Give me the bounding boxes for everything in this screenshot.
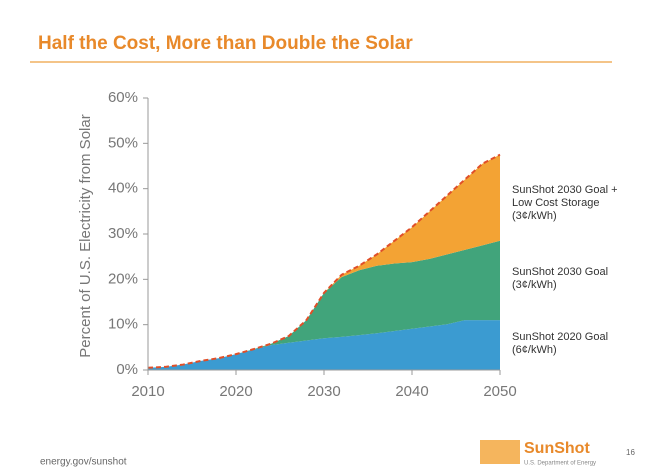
footer-url: energy.gov/sunshot xyxy=(40,457,127,468)
chart-title: Half the Cost, More than Double the Sola… xyxy=(38,33,413,54)
y-axis-label: Percent of U.S. Electricity from Solar xyxy=(77,114,94,357)
legend-label: SunShot 2030 Goal + Low Cost Storage (3¢… xyxy=(512,183,618,222)
y-tick-label: 60% xyxy=(108,89,138,106)
x-tick-label: 2040 xyxy=(395,383,428,400)
y-tick-label: 10% xyxy=(108,316,138,333)
legend-label: SunShot 2030 Goal (3¢/kWh) xyxy=(512,266,609,292)
y-tick-label: 30% xyxy=(108,225,138,242)
y-tick-label: 50% xyxy=(108,134,138,151)
logo-text: SunShot xyxy=(524,440,590,457)
x-tick-label: 2030 xyxy=(307,383,340,400)
y-tick-label: 40% xyxy=(108,180,138,197)
area-edge xyxy=(147,153,501,369)
logo-subtext: U.S. Department of Energy xyxy=(524,461,596,467)
area xyxy=(148,320,500,370)
x-tick-label: 2050 xyxy=(483,383,516,400)
legend-label: SunShot 2020 Goal (6¢/kWh) xyxy=(512,331,609,357)
y-tick-label: 20% xyxy=(108,270,138,287)
page-number: 16 xyxy=(626,448,635,457)
logo-icon xyxy=(480,440,520,464)
x-tick-label: 2020 xyxy=(219,383,252,400)
x-tick-label: 2010 xyxy=(131,383,164,400)
y-tick-label: 0% xyxy=(116,361,138,378)
area xyxy=(148,240,500,368)
